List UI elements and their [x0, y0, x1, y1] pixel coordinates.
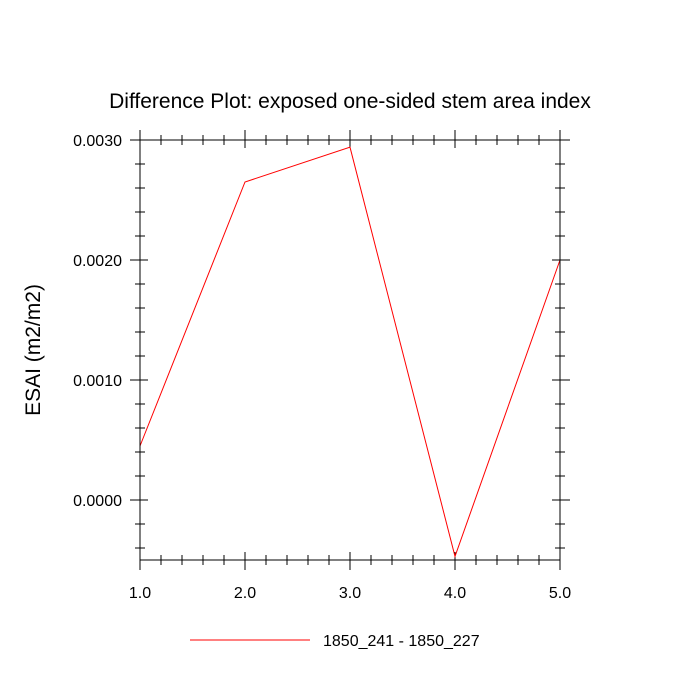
y-tick-label: 0.0000: [73, 493, 122, 510]
x-tick-label: 2.0: [234, 585, 256, 602]
x-tick-label: 5.0: [549, 585, 571, 602]
x-tick-label: 3.0: [339, 585, 361, 602]
x-tick-label: 1.0: [129, 585, 151, 602]
axis-ticks: [130, 130, 570, 570]
chart-title: Difference Plot: exposed one-sided stem …: [109, 90, 591, 113]
series-line: [139, 146, 561, 559]
plot-frame: [139, 139, 561, 561]
x-tick-label: 4.0: [444, 585, 466, 602]
y-tick-label: 0.0010: [73, 373, 122, 390]
legend: 1850_241 - 1850_227: [190, 633, 480, 650]
series-lines: [139, 146, 561, 559]
y-tick-label: 0.0030: [73, 133, 122, 150]
tick-labels: 0.0000 0.0010 0.0020 0.0030 1.0 2.0 3.0 4.0 5.0: [73, 133, 571, 602]
legend-label: 1850_241 - 1850_227: [323, 633, 480, 650]
y-tick-label: 0.0020: [73, 253, 122, 270]
y-axis-label: ESAI (m2/m2): [22, 284, 45, 416]
